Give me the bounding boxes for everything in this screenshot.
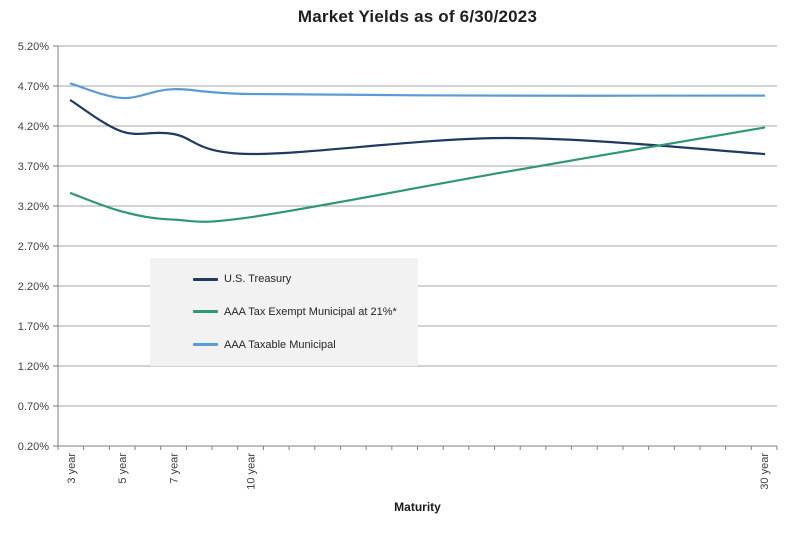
x-tick-label: 7 year (169, 453, 181, 484)
legend: U.S. Treasury AAA Tax Exempt Municipal a… (150, 258, 418, 366)
x-tick-label: 10 year (246, 453, 258, 490)
y-tick-label: 2.70% (18, 241, 49, 253)
series-line-2 (69, 82, 766, 100)
chart-title: Market Yields as of 6/30/2023 (297, 7, 538, 26)
legend-label-taxable-municipal: AAA Taxable Municipal (224, 338, 336, 351)
legend-label-treasury: U.S. Treasury (224, 273, 292, 286)
y-tick-label: 2.20% (18, 281, 49, 293)
y-tick-label: 3.20% (18, 201, 49, 213)
legend-item-taxable-municipal: AAA Taxable Municipal (193, 339, 418, 351)
x-tick-label: 5 year (117, 453, 129, 484)
y-tick-label: 1.20% (18, 361, 49, 373)
legend-item-treasury: U.S. Treasury (193, 273, 418, 285)
y-tick-label: 0.70% (18, 401, 49, 413)
legend-line-swatch-treasury (193, 277, 218, 281)
legend-line-swatch-tax-exempt-municipal (193, 310, 218, 314)
x-tick-label: 30 year (759, 453, 771, 490)
legend-line-swatch-taxable-municipal (193, 343, 218, 347)
x-tick-label: 3 year (66, 453, 78, 484)
y-tick-label: 4.20% (18, 121, 49, 133)
y-tick-label: 0.20% (18, 441, 49, 453)
x-axis-title: Maturity (394, 500, 441, 514)
y-tick-label: 5.20% (18, 41, 49, 53)
y-tick-label: 4.70% (18, 81, 49, 93)
series-line-1 (69, 126, 766, 223)
legend-label-tax-exempt-municipal: AAA Tax Exempt Municipal at 21%* (224, 305, 397, 318)
legend-item-tax-exempt-municipal: AAA Tax Exempt Municipal at 21%* (193, 306, 418, 318)
y-tick-label: 3.70% (18, 161, 49, 173)
series-line-0 (69, 99, 766, 156)
y-tick-label: 1.70% (18, 321, 49, 333)
